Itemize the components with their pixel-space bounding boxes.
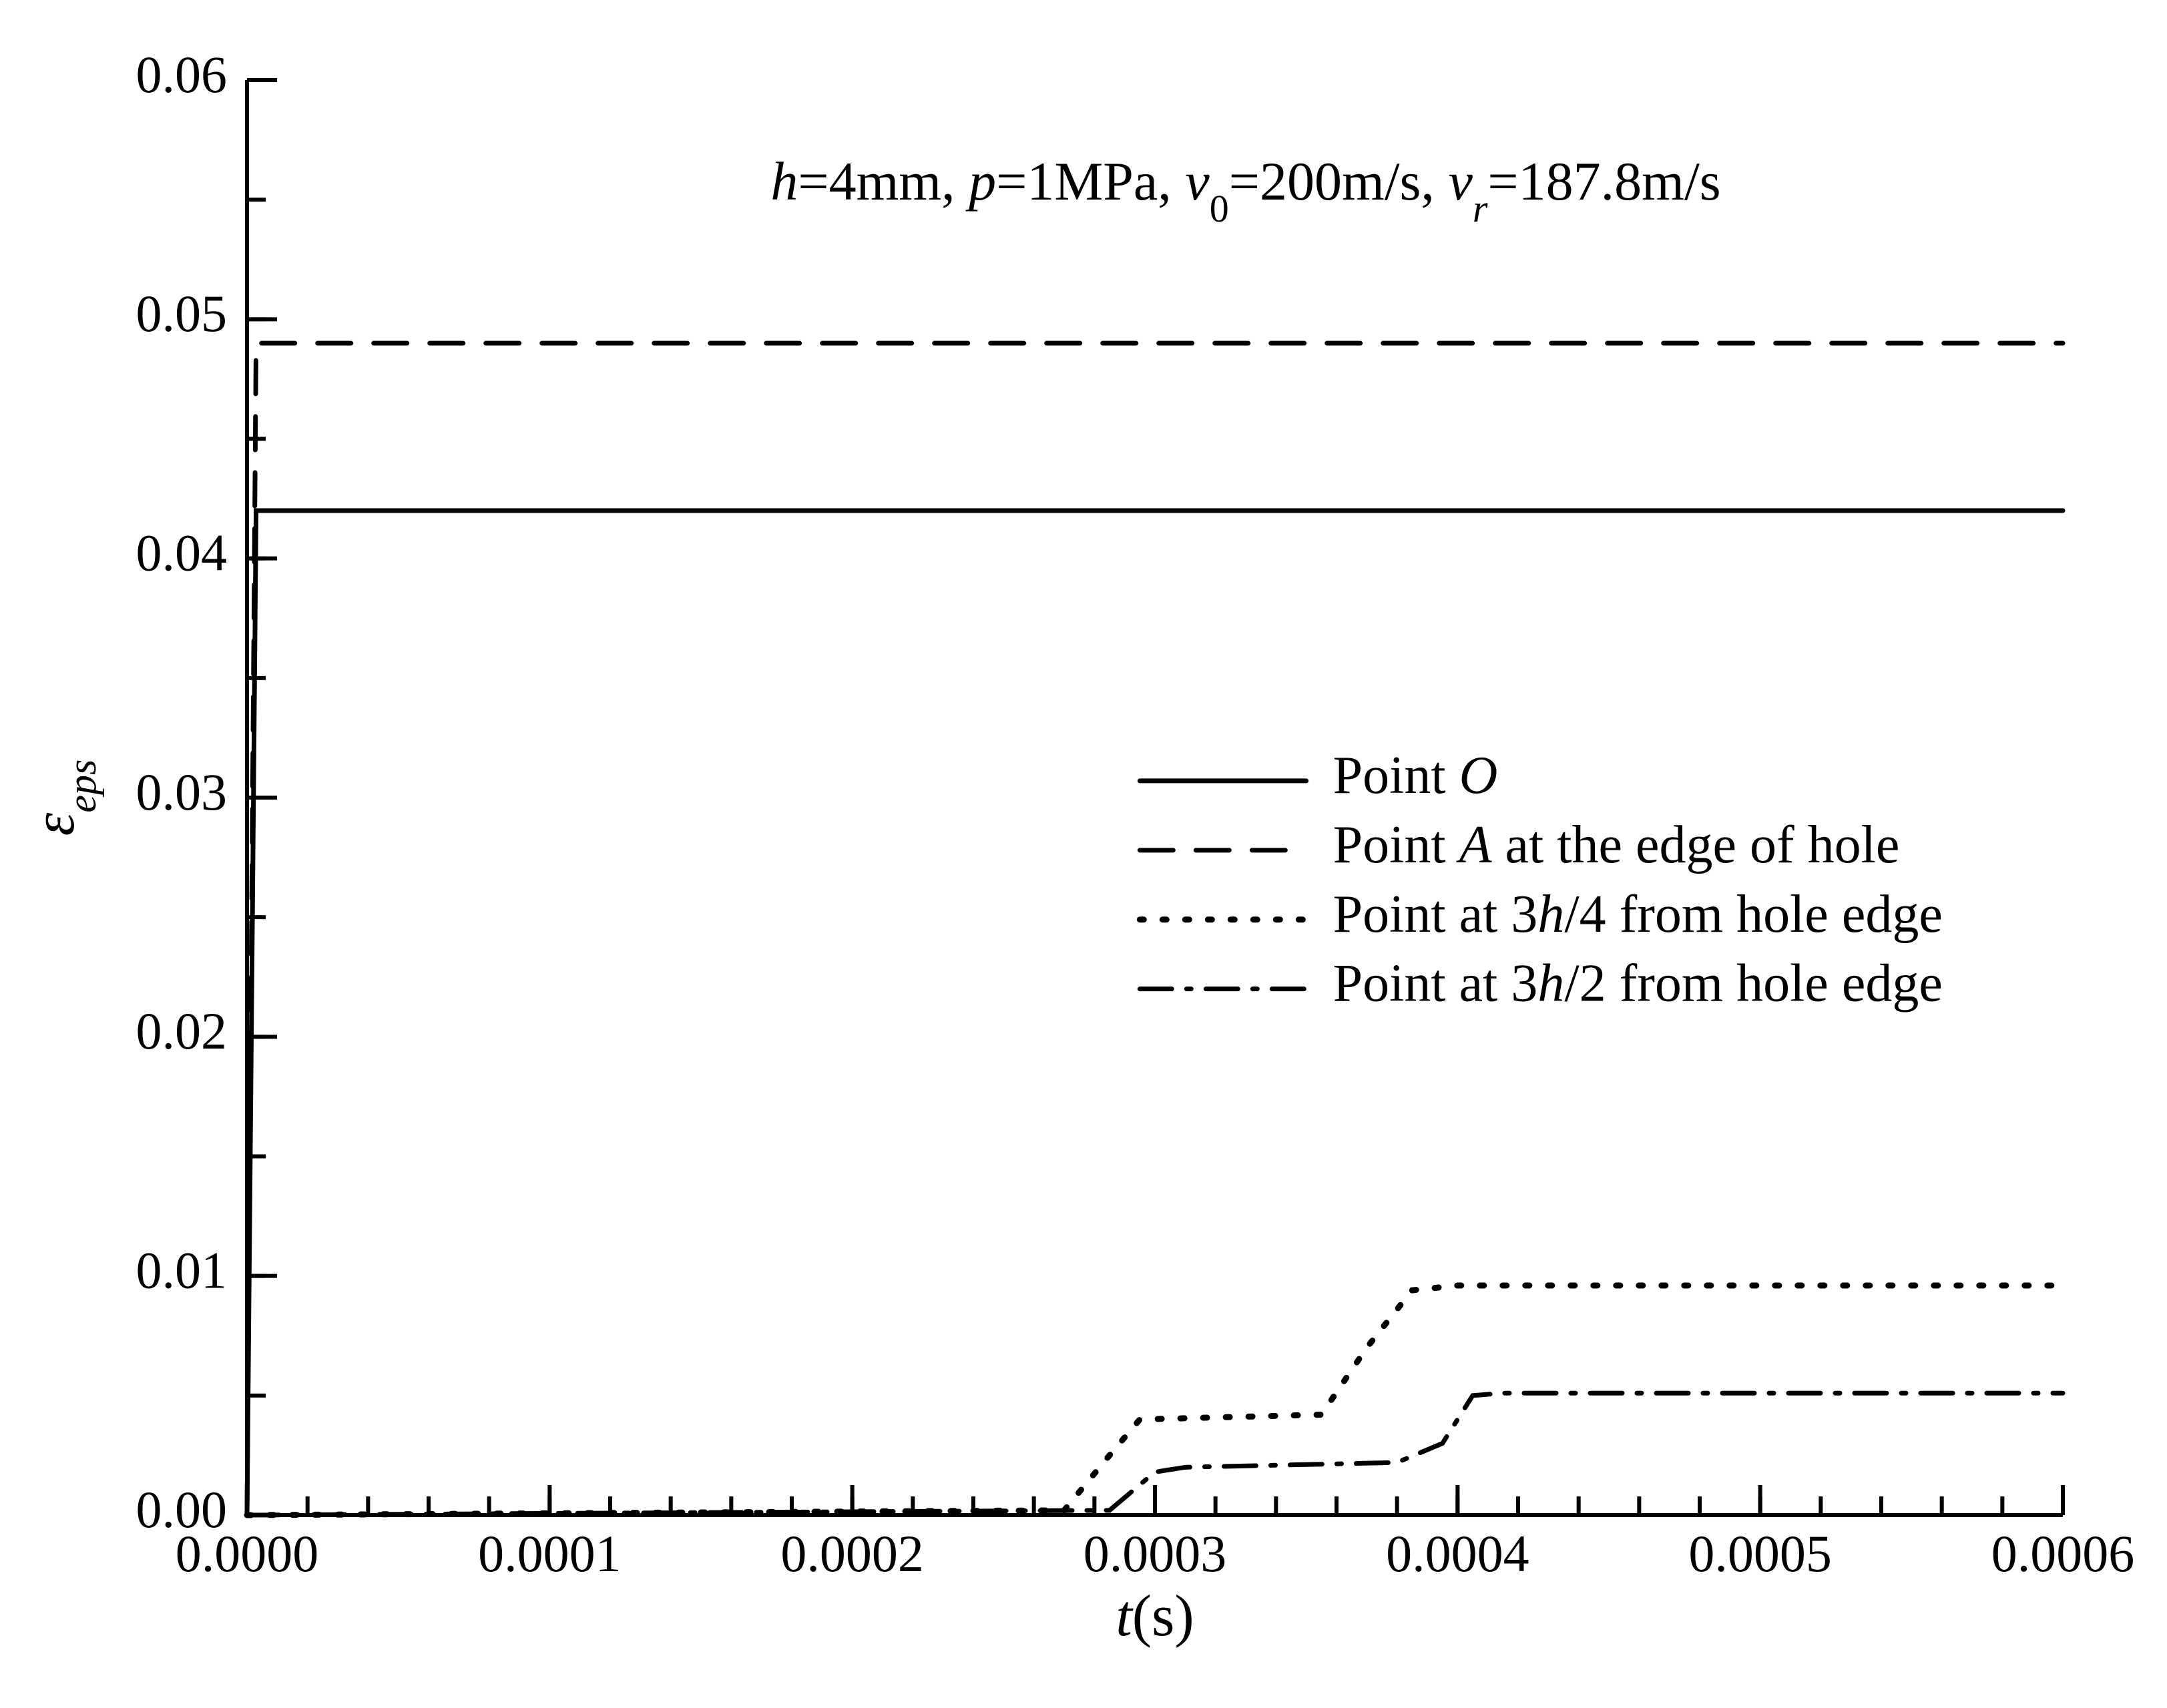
y-tick-label: 0.06 [136, 45, 228, 103]
y-tick-label: 0.05 [136, 284, 228, 342]
legend-label-B: Point at 3h/4 from hole edge [1333, 885, 1943, 944]
y-tick-label: 0.00 [136, 1480, 228, 1538]
y-tick-label: 0.03 [136, 763, 228, 821]
x-tick-label: 0.0005 [1688, 1524, 1832, 1583]
y-tick-label: 0.02 [136, 1002, 228, 1060]
y-axis-label: εeps [22, 760, 104, 836]
legend-label-A: Point A at the edge of hole [1333, 816, 1900, 874]
series-B [247, 1286, 2063, 1515]
legend-label-O: Point O [1333, 746, 1498, 805]
legend-label-C: Point at 3h/2 from hole edge [1333, 954, 1943, 1013]
x-tick-label: 0.0006 [1991, 1524, 2135, 1583]
x-tick-label: 0.0001 [478, 1524, 622, 1583]
y-tick-label: 0.04 [136, 524, 228, 582]
x-axis-label: t(s) [1116, 1584, 1194, 1649]
y-tick-label: 0.01 [136, 1241, 228, 1300]
x-tick-label: 0.0003 [1084, 1524, 1227, 1583]
chart-subtitle: h=4mm, p=1MPa, v0=200m/s, vr=187.8m/s [770, 151, 1720, 230]
x-tick-label: 0.0002 [780, 1524, 924, 1583]
line-chart: 0.00000.00010.00020.00030.00040.00050.00… [0, 0, 2167, 1708]
chart-container: 0.00000.00010.00020.00030.00040.00050.00… [0, 0, 2167, 1708]
x-tick-label: 0.0004 [1386, 1524, 1529, 1583]
